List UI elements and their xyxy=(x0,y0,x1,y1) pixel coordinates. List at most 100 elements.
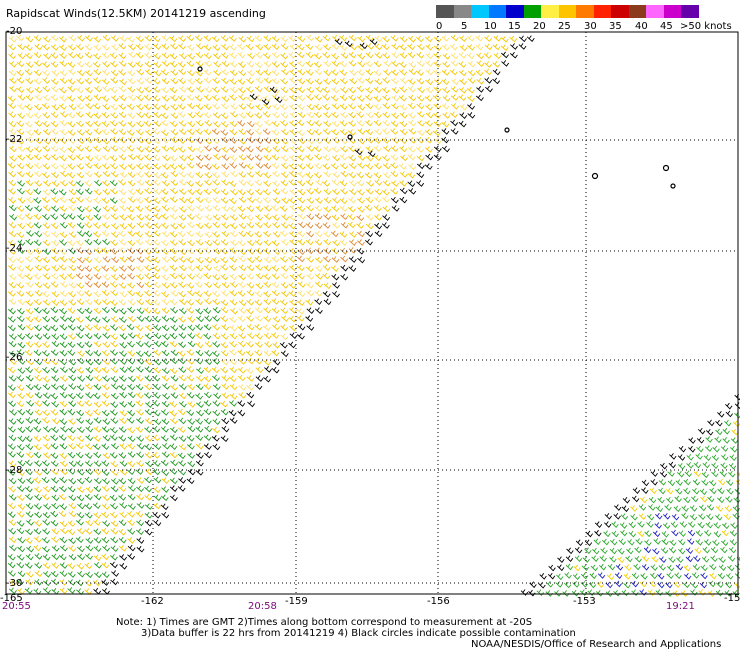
wind-barb xyxy=(169,196,178,203)
wind-barb xyxy=(458,69,467,77)
wind-barb xyxy=(178,281,187,289)
wind-barb xyxy=(42,324,51,332)
wind-barb xyxy=(119,468,128,476)
wind-barb xyxy=(229,393,238,400)
wind-barb xyxy=(593,538,601,546)
wind-barb xyxy=(230,214,238,221)
wind-barb xyxy=(348,103,356,110)
wind-barb xyxy=(119,171,128,179)
wind-barb xyxy=(93,528,102,536)
wind-barb xyxy=(580,581,588,588)
wind-barb xyxy=(153,332,162,340)
wind-barb xyxy=(220,34,229,42)
wind-barb xyxy=(16,205,25,213)
wind-barb xyxy=(382,119,391,127)
wind-barb xyxy=(630,513,638,521)
wind-barb xyxy=(186,162,195,169)
wind-barb xyxy=(339,153,348,161)
wind-barb xyxy=(119,350,127,357)
wind-barb xyxy=(93,536,102,544)
wind-barb xyxy=(187,340,196,348)
wind-barb xyxy=(246,171,255,178)
wind-barb xyxy=(178,35,187,43)
wind-barb xyxy=(254,179,263,187)
wind-barb xyxy=(58,103,67,110)
wind-barb xyxy=(347,213,356,221)
wind-barb xyxy=(119,290,128,298)
wind-barb xyxy=(695,453,703,460)
wind-barb xyxy=(50,570,59,578)
wind-barb xyxy=(706,504,715,511)
wind-barb xyxy=(677,454,686,461)
wind-barb xyxy=(178,435,187,442)
wind-barb xyxy=(655,589,663,596)
wind-barb xyxy=(280,35,289,43)
wind-barb xyxy=(296,272,305,280)
wind-barb xyxy=(42,264,51,272)
wind-barb xyxy=(713,530,722,538)
wind-barb xyxy=(272,87,281,94)
wind-barb xyxy=(271,120,280,128)
wind-barb xyxy=(467,77,476,84)
wind-barb xyxy=(331,111,339,119)
wind-barb xyxy=(110,401,119,409)
wind-barb xyxy=(305,172,314,179)
legend-label: 5 xyxy=(461,21,468,32)
wind-barb xyxy=(416,129,425,136)
wind-barb xyxy=(356,171,365,179)
wind-barb xyxy=(8,273,17,281)
wind-barb xyxy=(245,367,254,375)
wind-barb xyxy=(144,383,153,391)
wind-barb xyxy=(136,307,145,315)
wind-barb xyxy=(101,571,110,579)
wind-barb xyxy=(119,222,128,230)
wind-barb xyxy=(67,221,76,229)
wind-barb xyxy=(161,324,170,332)
legend-swatch xyxy=(593,5,612,18)
wind-barb xyxy=(76,357,85,365)
wind-barb xyxy=(51,171,59,179)
wind-barb xyxy=(136,221,145,229)
wind-barb xyxy=(220,299,229,307)
wind-barb xyxy=(128,315,136,323)
wind-barb xyxy=(41,417,50,424)
wind-barb xyxy=(678,538,686,546)
wind-barb xyxy=(111,383,119,390)
wind-barb xyxy=(144,205,153,212)
wind-barb xyxy=(144,511,153,519)
wind-barb xyxy=(417,119,425,127)
wind-barb xyxy=(101,265,110,272)
wind-barb xyxy=(416,35,424,43)
wind-barb xyxy=(84,298,93,306)
wind-barb xyxy=(177,146,186,153)
wind-barb xyxy=(16,69,25,77)
wind-barb xyxy=(627,539,635,546)
wind-barb xyxy=(391,102,399,110)
wind-barb xyxy=(110,340,119,348)
wind-barb xyxy=(101,289,110,297)
wind-barb xyxy=(255,77,264,84)
note-line-3: NOAA/NESDIS/Office of Research and Appli… xyxy=(471,639,722,650)
wind-barb xyxy=(187,418,195,425)
wind-barb xyxy=(136,357,145,365)
wind-barb xyxy=(195,418,203,425)
wind-barb xyxy=(42,222,51,229)
wind-barb xyxy=(467,103,475,110)
wind-barb xyxy=(153,120,162,128)
wind-barb xyxy=(667,470,675,477)
wind-barb xyxy=(297,205,306,212)
wind-barb xyxy=(92,408,101,416)
wind-barb xyxy=(136,120,145,128)
wind-barb xyxy=(459,78,467,86)
wind-barb xyxy=(93,477,102,485)
wind-barb xyxy=(68,256,77,264)
wind-barb xyxy=(280,256,288,263)
wind-barb xyxy=(110,69,119,77)
wind-barb xyxy=(322,34,331,42)
wind-barb xyxy=(160,435,169,442)
wind-barb xyxy=(127,493,136,501)
wind-barb xyxy=(152,400,161,407)
wind-barb xyxy=(407,153,416,161)
wind-barb xyxy=(178,43,186,50)
wind-barb xyxy=(305,179,314,186)
